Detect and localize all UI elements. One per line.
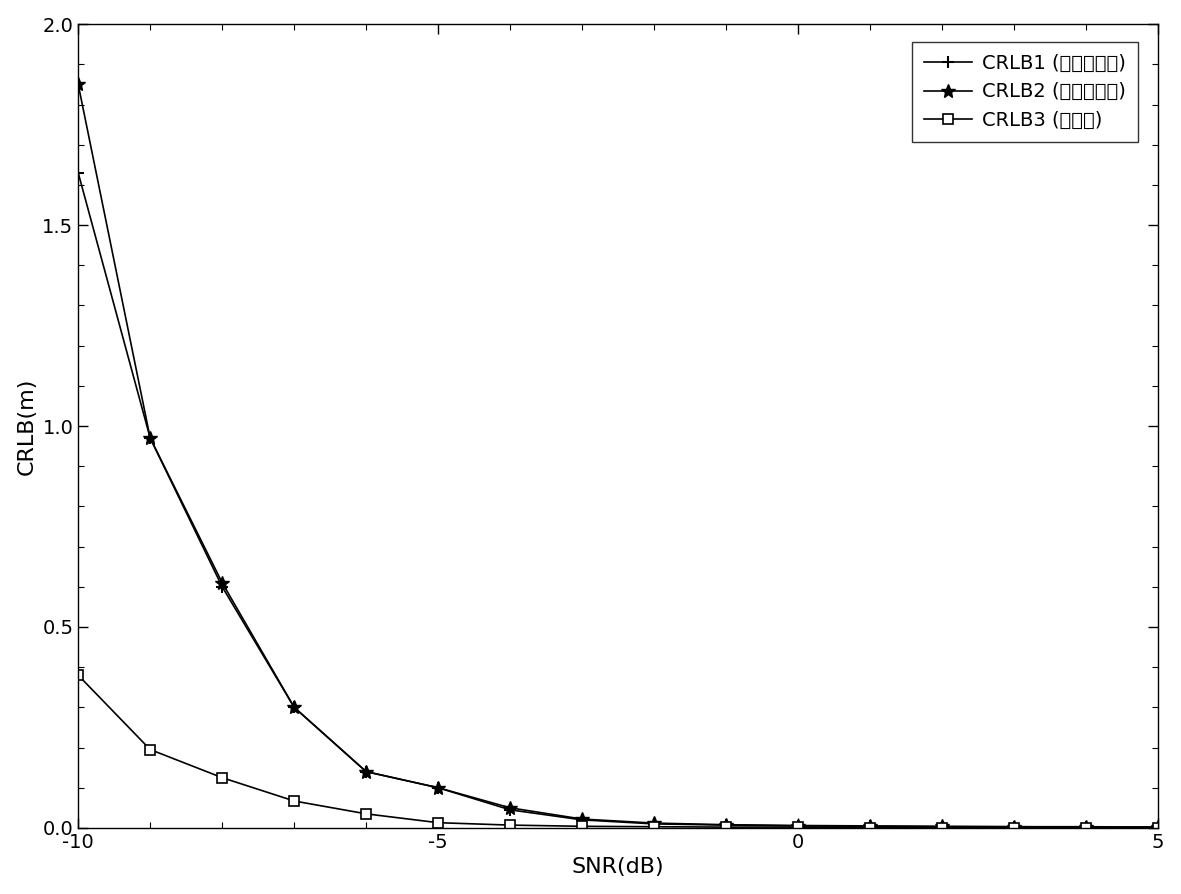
Y-axis label: CRLB(m): CRLB(m): [17, 377, 37, 475]
CRLB3 (本发明): [143, 744, 157, 755]
CRLB1 (第一种方式): [719, 820, 733, 831]
CRLB3 (本发明): [431, 817, 445, 828]
CRLB1 (第一种方式): [1151, 822, 1166, 832]
CRLB1 (第一种方式): [143, 433, 157, 443]
CRLB1 (第一种方式): [215, 581, 229, 592]
CRLB3 (本发明): [1151, 822, 1166, 833]
CRLB2 (第二种方式): [215, 578, 229, 588]
CRLB1 (第一种方式): [359, 766, 373, 777]
CRLB3 (本发明): [287, 796, 301, 806]
CRLB2 (第二种方式): [791, 820, 805, 831]
CRLB3 (本发明): [647, 822, 661, 832]
CRLB3 (本发明): [1007, 822, 1022, 833]
CRLB3 (本发明): [503, 820, 517, 831]
CRLB1 (第一种方式): [935, 822, 950, 832]
CRLB2 (第二种方式): [575, 814, 589, 824]
CRLB1 (第一种方式): [863, 821, 877, 831]
CRLB1 (第一种方式): [431, 782, 445, 793]
CRLB2 (第二种方式): [359, 766, 373, 777]
CRLB2 (第二种方式): [287, 702, 301, 713]
CRLB1 (第一种方式): [647, 819, 661, 830]
CRLB3 (本发明): [935, 822, 950, 833]
CRLB2 (第二种方式): [431, 782, 445, 793]
CRLB1 (第一种方式): [791, 821, 805, 831]
CRLB1 (第一种方式): [1007, 822, 1022, 832]
CRLB3 (本发明): [359, 808, 373, 819]
CRLB3 (本发明): [575, 821, 589, 831]
Line: CRLB1 (第一种方式): CRLB1 (第一种方式): [72, 166, 1164, 833]
CRLB2 (第二种方式): [71, 79, 85, 89]
CRLB2 (第二种方式): [719, 819, 733, 830]
CRLB3 (本发明): [863, 822, 877, 833]
CRLB2 (第二种方式): [647, 818, 661, 829]
CRLB3 (本发明): [1079, 822, 1094, 833]
CRLB3 (本发明): [71, 670, 85, 680]
CRLB1 (第一种方式): [1079, 822, 1094, 832]
CRLB2 (第二种方式): [1151, 822, 1166, 832]
CRLB2 (第二种方式): [863, 821, 877, 831]
CRLB2 (第二种方式): [503, 803, 517, 814]
CRLB1 (第一种方式): [503, 805, 517, 815]
Legend: CRLB1 (第一种方式), CRLB2 (第二种方式), CRLB3 (本发明): CRLB1 (第一种方式), CRLB2 (第二种方式), CRLB3 (本发明…: [912, 42, 1137, 142]
CRLB3 (本发明): [215, 772, 229, 783]
CRLB3 (本发明): [719, 822, 733, 832]
CRLB2 (第二种方式): [935, 821, 950, 831]
CRLB2 (第二种方式): [1007, 822, 1022, 832]
CRLB2 (第二种方式): [1079, 822, 1094, 832]
CRLB2 (第二种方式): [143, 433, 157, 443]
CRLB1 (第一种方式): [575, 814, 589, 825]
CRLB3 (本发明): [791, 822, 805, 832]
Line: CRLB2 (第二种方式): CRLB2 (第二种方式): [71, 78, 1164, 834]
CRLB1 (第一种方式): [71, 167, 85, 178]
X-axis label: SNR(dB): SNR(dB): [572, 857, 665, 877]
Line: CRLB3 (本发明): CRLB3 (本发明): [73, 670, 1163, 832]
CRLB1 (第一种方式): [287, 702, 301, 713]
